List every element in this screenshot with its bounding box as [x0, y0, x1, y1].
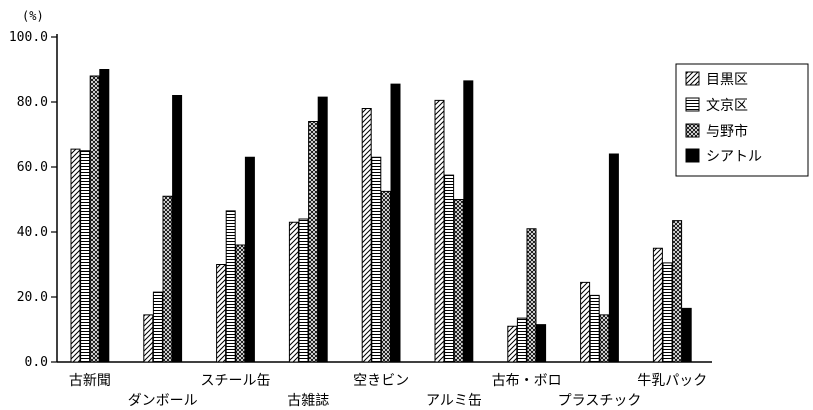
- legend-swatch-seattle: [685, 148, 700, 163]
- bar: [70, 148, 81, 363]
- bar: [390, 83, 401, 363]
- x-tick-label: ダンボール: [128, 393, 198, 409]
- bar: [672, 220, 683, 363]
- bar: [288, 221, 299, 363]
- bar: [172, 95, 183, 363]
- bars: [70, 69, 692, 363]
- legend-swatch-bunkyo: [685, 97, 700, 112]
- x-tick-label: 古新聞: [69, 373, 111, 389]
- bar: [244, 156, 255, 363]
- y-tick-label: 60.0: [17, 160, 48, 175]
- bar: [652, 247, 663, 363]
- bar: [143, 314, 154, 363]
- x-tick-label: 古布・ボロ: [492, 373, 562, 389]
- bar: [89, 75, 100, 363]
- x-tick-label: 空きビン: [353, 373, 409, 389]
- bar: [235, 244, 246, 363]
- bar: [589, 294, 600, 363]
- y-unit-label: (%): [22, 9, 44, 23]
- bar: [662, 262, 673, 363]
- legend: 目黒区 文京区 与野市 シアトル: [675, 63, 809, 177]
- bar: [507, 325, 518, 363]
- y-tick-label: 100.0: [9, 30, 48, 45]
- y-ticks: 0.0 20.0 40.0 60.0 80.0 100.0: [9, 30, 57, 370]
- y-tick-label: 80.0: [17, 95, 48, 110]
- bar: [516, 317, 527, 363]
- y-tick-label: 0.0: [25, 355, 48, 370]
- bar: [216, 264, 227, 363]
- bar: [152, 291, 163, 363]
- legend-label-meguro: 目黒区: [706, 72, 748, 88]
- x-tick-label: アルミ缶: [426, 393, 482, 409]
- x-tick-label: 古雑誌: [287, 393, 329, 409]
- bar: [526, 228, 537, 363]
- bar: [361, 108, 372, 363]
- bar: [298, 218, 309, 363]
- bar: [580, 281, 591, 363]
- bar: [308, 121, 319, 363]
- x-tick-label: スチール缶: [201, 373, 271, 389]
- bar: [453, 199, 464, 363]
- bar: [434, 99, 445, 363]
- x-tick-label: プラスチック: [558, 393, 642, 409]
- bar: [225, 210, 236, 363]
- bar: [317, 96, 328, 363]
- y-tick-label: 40.0: [17, 225, 48, 240]
- bar: [681, 307, 692, 363]
- bar: [608, 153, 619, 363]
- bar: [80, 150, 91, 363]
- bar: [162, 195, 173, 363]
- x-tick-label: 牛乳パック: [637, 373, 707, 389]
- legend-swatch-yono: [685, 123, 700, 138]
- legend-label-bunkyo: 文京区: [706, 98, 748, 114]
- legend-label-seattle: シアトル: [706, 149, 762, 165]
- bar: [99, 69, 110, 363]
- y-tick-label: 20.0: [17, 290, 48, 305]
- bar: [536, 324, 547, 363]
- legend-label-yono: 与野市: [706, 123, 748, 140]
- legend-swatch-meguro: [685, 71, 700, 86]
- bar: [380, 190, 391, 363]
- bar: [444, 174, 455, 363]
- bar: [463, 80, 474, 363]
- bar: [599, 314, 610, 363]
- bar: [371, 156, 382, 363]
